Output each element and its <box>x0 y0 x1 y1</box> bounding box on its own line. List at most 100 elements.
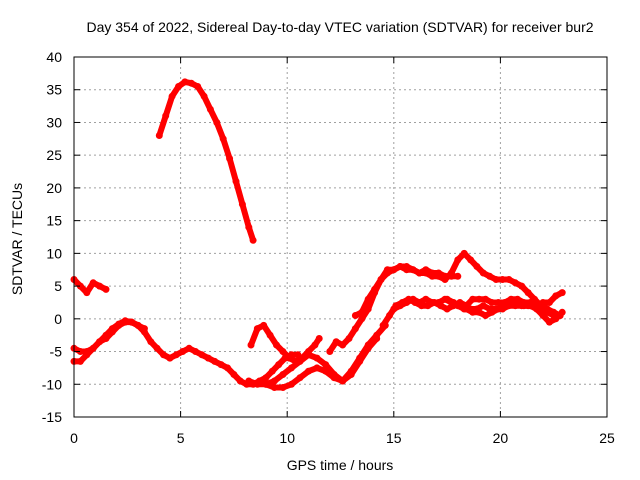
data-point <box>520 302 528 310</box>
data-point <box>185 344 193 352</box>
data-point <box>311 341 319 349</box>
data-point <box>326 348 334 355</box>
data-point <box>275 361 283 369</box>
data-point <box>279 371 287 378</box>
data-point <box>83 289 91 297</box>
data-point <box>260 321 268 329</box>
chart-title: Day 354 of 2022, Sidereal Day-to-day VTE… <box>86 19 593 35</box>
data-point <box>558 308 566 316</box>
data-point <box>140 325 148 333</box>
grid <box>74 57 607 417</box>
series-line <box>156 78 257 244</box>
y-tick-label: 40 <box>46 49 62 65</box>
data-point <box>552 292 560 300</box>
data-point <box>238 200 246 208</box>
data-point <box>543 305 551 313</box>
data-point <box>482 312 489 319</box>
data-point <box>253 380 261 388</box>
y-tick-label: 0 <box>54 311 62 327</box>
data-point <box>526 302 534 310</box>
data-point <box>409 266 417 274</box>
data-point <box>330 374 338 382</box>
data-point <box>339 377 347 385</box>
data-point <box>305 351 312 359</box>
x-axis-label: GPS time / hours <box>287 457 394 473</box>
data-point <box>76 282 84 290</box>
data-point <box>147 338 155 346</box>
data-point <box>102 285 110 293</box>
data-point <box>121 317 129 325</box>
data-point <box>358 315 366 323</box>
data-point <box>479 269 487 277</box>
data-point <box>409 295 417 303</box>
x-tick-label: 15 <box>386 430 402 446</box>
data-point <box>153 344 161 352</box>
data-point <box>288 380 295 388</box>
y-axis-label: SDTVAR / TECUs <box>9 183 25 295</box>
data-point <box>305 367 312 375</box>
data-point <box>482 295 489 303</box>
data-point <box>226 155 234 162</box>
data-point <box>83 351 91 359</box>
data-point <box>494 305 502 313</box>
data-point <box>390 266 398 274</box>
data-point <box>403 266 411 274</box>
data-point <box>96 282 104 290</box>
data-point <box>550 308 558 316</box>
data-point <box>396 263 404 270</box>
data-point <box>443 295 451 303</box>
data-point <box>273 341 280 349</box>
data-point <box>296 357 304 365</box>
data-point <box>524 289 532 297</box>
data-point <box>377 276 385 283</box>
data-point <box>467 256 475 264</box>
series-s12 <box>443 295 566 326</box>
data-point <box>266 331 274 339</box>
data-point <box>249 236 257 244</box>
data-point <box>345 335 353 342</box>
x-tick-label: 25 <box>599 430 615 446</box>
data-point <box>364 295 372 303</box>
data-point <box>279 348 287 355</box>
data-point <box>415 269 423 277</box>
data-point <box>558 289 566 297</box>
data-point <box>469 295 477 303</box>
data-point <box>279 384 287 391</box>
data-point <box>162 112 170 120</box>
data-point <box>486 272 494 280</box>
series-s3 <box>70 276 110 297</box>
data-point <box>415 299 423 306</box>
data-point <box>224 364 231 372</box>
data-point <box>262 380 270 388</box>
data-point <box>435 299 443 306</box>
data-point <box>168 92 176 100</box>
data-point <box>358 308 366 316</box>
data-point <box>134 321 142 329</box>
data-point <box>514 299 521 306</box>
data-point <box>511 279 519 287</box>
data-point <box>456 302 464 310</box>
data-point <box>115 320 123 328</box>
data-point <box>200 92 208 100</box>
y-tick-label: 35 <box>46 82 62 98</box>
data-point <box>192 348 199 355</box>
data-point <box>245 223 253 231</box>
data-point <box>89 279 97 287</box>
y-tick-label: 25 <box>46 147 62 163</box>
data-point <box>313 354 321 362</box>
data-point <box>403 299 411 306</box>
data-point <box>213 119 221 126</box>
data-point <box>339 341 347 349</box>
y-tick-label: -10 <box>42 376 62 392</box>
data-point <box>545 299 553 306</box>
data-point <box>422 269 430 277</box>
data-point <box>313 364 321 372</box>
y-tick-label: 30 <box>46 114 62 130</box>
y-tick-label: 5 <box>54 278 62 294</box>
x-tick-label: 5 <box>177 430 185 446</box>
data-point <box>494 299 502 306</box>
data-point <box>253 325 261 333</box>
data-point <box>198 351 206 359</box>
data-point <box>76 357 84 365</box>
